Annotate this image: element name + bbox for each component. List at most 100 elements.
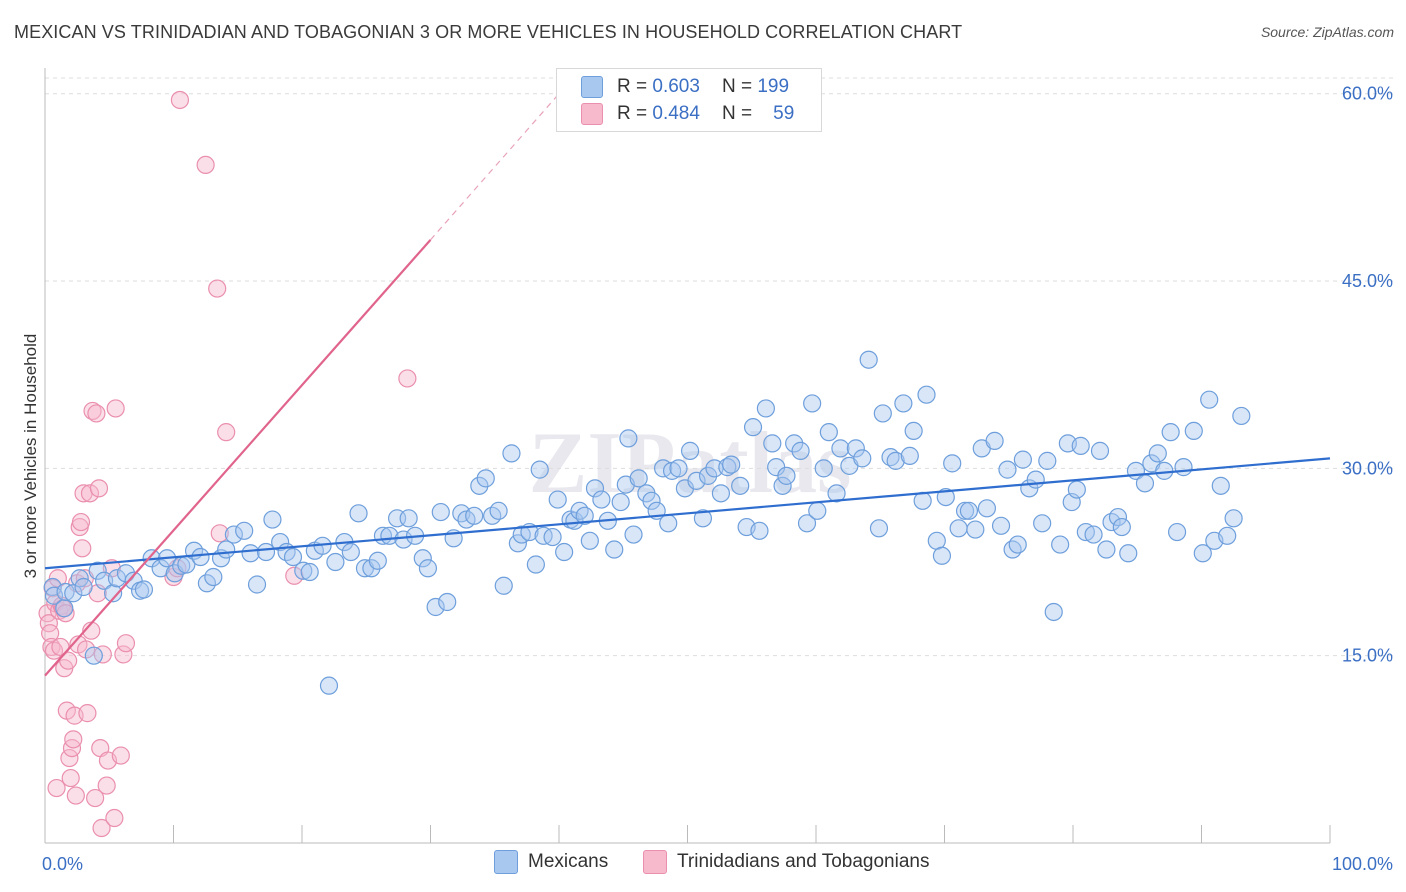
data-point-mexican (585, 479, 605, 498)
data-point-mexican (680, 441, 700, 460)
data-point-trinidadian (48, 569, 67, 588)
data-point-mexican (722, 455, 741, 474)
data-point-mexican (750, 521, 769, 540)
data-point-mexican (1008, 535, 1027, 554)
data-point-mexican (235, 521, 254, 540)
data-point-mexican (846, 439, 865, 458)
bottom-legend-mexicans: Mexicans (494, 850, 608, 874)
data-point-trinidadian (116, 634, 136, 653)
legend-n-value: 199 (757, 76, 790, 97)
data-point-mexican (731, 476, 750, 495)
trend-lines (44, 93, 1331, 677)
data-point-mexican (191, 547, 210, 567)
y-tick-label: 45.0% (1342, 271, 1393, 291)
legend-r-label: R = (617, 103, 648, 124)
data-point-mexican (913, 491, 932, 510)
chart-title: MEXICAN VS TRINIDADIAN AND TOBAGONIAN 3 … (14, 22, 963, 42)
watermark: ZIPatlas (529, 415, 852, 512)
data-point-mexican (966, 520, 985, 539)
legend-n-label: N = (721, 76, 753, 97)
legend-r-value: 0.603 (652, 76, 700, 97)
data-point-mexican (904, 421, 923, 441)
bottom-legend-trinidadians: Trinidadians and Tobagonians (643, 850, 929, 874)
data-point-mexican (1224, 509, 1243, 528)
data-point-mexican (1044, 602, 1063, 622)
data-point-trinidadian (92, 818, 111, 838)
data-point-mexican (580, 531, 599, 550)
data-point-mexican (565, 511, 584, 530)
data-point-mexican (1097, 540, 1116, 559)
data-point-trinidadian (47, 778, 66, 798)
data-point-mexican (894, 394, 913, 413)
data-point-mexican (659, 514, 678, 533)
data-point-mexican (368, 551, 387, 570)
data-point-mexican (1232, 406, 1251, 426)
data-point-mexican (831, 439, 850, 458)
axis-labels: 15.0% 30.0% 45.0% 60.0% 0.0% 100.0% 3 or more … (21, 84, 1393, 874)
data-point-mexican (873, 404, 892, 423)
x-tick-label-min: 0.0% (42, 854, 83, 874)
data-point-mexican (224, 525, 243, 544)
legend-row-mexicans: R = 0.603 N = 199 (581, 73, 789, 101)
data-point-mexican (263, 510, 282, 529)
data-point-trinidadian (210, 524, 229, 543)
data-point-mexican (998, 460, 1017, 479)
data-point-mexican (530, 460, 549, 479)
legend-r-label: R = (617, 76, 648, 97)
data-point-mexican (777, 466, 796, 485)
data-point-mexican (341, 542, 360, 562)
data-point-mexican (362, 559, 381, 578)
data-point-mexican (859, 350, 878, 369)
data-point-mexican (932, 546, 952, 565)
y-tick-label: 60.0% (1342, 84, 1393, 104)
data-point-mexican (319, 676, 339, 695)
data-point-mexican (1026, 470, 1045, 489)
data-point-mexican (1161, 423, 1180, 442)
data-point-mexican (756, 399, 775, 418)
bottom-legend-label: Mexicans (528, 851, 609, 872)
data-point-mexican (1135, 474, 1155, 493)
data-point-mexican (797, 514, 817, 533)
data-point-mexican (827, 484, 846, 503)
data-point-mexican (70, 569, 89, 588)
data-point-mexican (508, 534, 527, 553)
data-point-mexican (1155, 461, 1174, 480)
data-point-mexican (88, 561, 107, 580)
data-point-mexican (431, 502, 450, 522)
data-point-mexican (494, 576, 513, 595)
data-point-mexican (151, 559, 170, 578)
data-point-trinidadian (61, 768, 80, 788)
legend-swatch-pink (581, 103, 603, 125)
data-point-mexican (936, 487, 955, 507)
legend-swatch-blue (581, 76, 603, 98)
data-point-mexican (1148, 444, 1167, 463)
data-point-trinidadian (86, 788, 105, 808)
data-point-mexican (294, 561, 313, 580)
data-point-mexican (1084, 525, 1103, 544)
data-point-mexican (426, 597, 445, 617)
data-point-mexican (808, 501, 827, 520)
data-point-mexican (418, 559, 438, 578)
data-point-trinidadian (87, 404, 106, 423)
data-point-mexican (743, 418, 763, 437)
data-point-mexican (949, 519, 968, 538)
data-point-mexican (56, 582, 75, 602)
data-point-mexican (1038, 451, 1057, 470)
series-blue-points (43, 350, 1251, 695)
bottom-legend-swatch-pink (643, 850, 667, 874)
data-point-mexican (349, 504, 368, 523)
data-point-mexican (791, 441, 810, 460)
data-point-mexican (869, 519, 889, 538)
data-point-trinidadian (106, 399, 125, 418)
data-point-trinidadian (196, 155, 215, 175)
data-point-mexican (1119, 544, 1138, 563)
data-point-mexican (1184, 421, 1203, 441)
data-point-mexican (44, 586, 64, 605)
data-point-mexican (991, 516, 1011, 535)
data-point-trinidadian (217, 423, 236, 442)
data-point-mexican (886, 451, 905, 470)
data-point-mexican (592, 490, 611, 509)
data-point-mexican (64, 584, 83, 603)
data-point-mexican (247, 575, 267, 594)
data-point-trinidadian (398, 369, 417, 388)
